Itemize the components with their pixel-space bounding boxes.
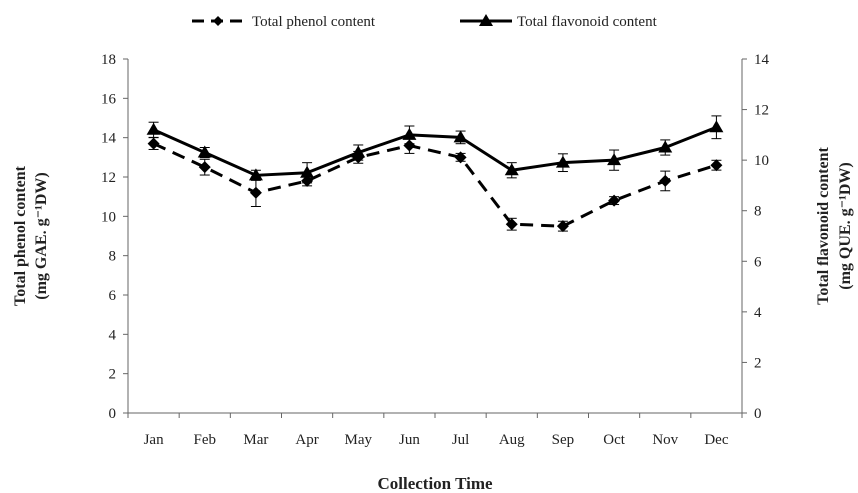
data-point-diamond [249,186,262,199]
axes [127,59,743,414]
left-tick-label: 8 [109,249,117,265]
left-axis-label: Total phenol content [12,165,29,306]
left-tick-label: 4 [109,327,117,343]
right-axis-ticks: 0 2 4 6 8 10 12 14 [742,52,770,422]
right-tick-label: 2 [754,355,762,371]
data-point-diamond [710,159,723,172]
x-tick-label: Dec [704,432,728,448]
data-point-triangle [658,140,673,153]
data-point-triangle [300,165,315,178]
x-tick-label: May [345,432,373,448]
x-tick-label: Oct [603,432,625,448]
data-point-diamond [403,139,416,152]
x-tick-label: Jul [452,432,470,448]
left-axis-ticks: 0 2 4 6 8 10 12 14 16 18 [101,52,128,422]
x-tick-label: Nov [652,432,678,448]
data-point-triangle [555,155,570,168]
left-tick-label: 18 [101,52,116,68]
data-point-diamond [198,161,211,174]
series-layer [146,115,724,233]
right-tick-label: 12 [754,103,769,119]
left-axis-unit: (mg GAE. g⁻¹DW) [33,172,50,299]
x-tick-label: Jan [144,432,164,448]
data-point-diamond [454,151,467,164]
right-axis-label: Total flavonoid content [815,147,832,305]
legend-item-phenol: Total phenol content [192,14,376,30]
x-tick-label: Sep [552,432,575,448]
data-point-diamond [556,220,569,233]
x-tick-label: Feb [194,432,217,448]
right-tick-label: 8 [754,204,762,220]
left-tick-label: 14 [101,131,117,147]
data-point-diamond [608,194,621,207]
series-line [152,125,717,177]
data-point-triangle [351,145,366,158]
x-tick-label: Mar [243,432,268,448]
x-axis-ticks: Jan Feb Mar Apr May Jun Jul Aug Sep Oct Nov Dec [127,413,743,448]
right-tick-label: 6 [754,254,762,270]
left-tick-label: 10 [101,209,116,225]
right-tick-label: 4 [754,305,762,321]
data-point-triangle [709,120,724,133]
x-axis-label: Collection Time [377,474,493,493]
data-point-diamond [659,174,672,187]
series-flavonoid [146,115,724,184]
left-tick-label: 0 [109,406,117,422]
legend-label-phenol: Total phenol content [252,14,376,30]
data-point-triangle [607,153,622,166]
x-tick-label: Apr [295,432,318,448]
left-tick-label: 12 [101,170,116,186]
data-point-triangle [504,163,519,176]
data-point-triangle [248,168,263,181]
right-tick-label: 0 [754,406,762,422]
right-tick-label: 14 [754,52,770,68]
data-point-triangle [146,122,161,135]
legend-diamond-marker [213,16,223,26]
left-tick-label: 2 [109,367,117,383]
data-point-diamond [147,137,160,150]
legend-label-flavonoid: Total flavonoid content [517,14,658,30]
data-point-triangle [453,130,468,143]
left-tick-label: 16 [101,91,117,107]
series-line [152,142,717,228]
right-tick-label: 10 [754,153,769,169]
left-tick-label: 6 [109,288,117,304]
data-point-triangle [197,145,212,158]
right-axis-unit: (mg QUE. g⁻¹DW) [837,162,854,289]
right-axis-title: Total flavonoid content (mg QUE. g⁻¹DW) [815,147,854,305]
left-axis-title: Total phenol content (mg GAE. g⁻¹DW) [12,165,50,306]
data-point-diamond [505,218,518,231]
x-tick-label: Aug [499,432,525,448]
series-phenol [147,137,723,233]
legend-triangle-marker [479,14,493,26]
legend-item-flavonoid: Total flavonoid content [460,14,658,30]
x-tick-label: Jun [399,432,420,448]
legend: Total phenol content Total flavonoid con… [192,14,658,30]
data-point-triangle [402,127,417,140]
